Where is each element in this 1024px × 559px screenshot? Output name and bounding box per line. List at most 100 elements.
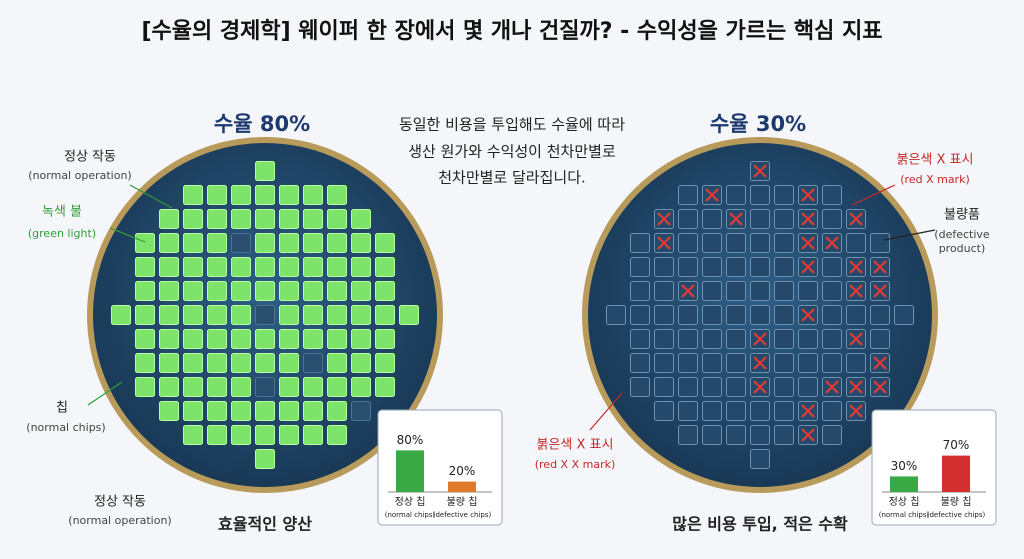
- chip: [279, 305, 299, 325]
- chip: [774, 185, 794, 205]
- chip: [678, 401, 698, 421]
- category-sub: (defective chips): [433, 511, 492, 519]
- defect-mark: [801, 404, 815, 418]
- label: 녹색 불: [42, 205, 82, 220]
- chip: [135, 281, 155, 301]
- chip: [630, 377, 650, 397]
- chip: [231, 257, 251, 277]
- chip: [207, 329, 227, 349]
- chip: [726, 425, 746, 445]
- chip: [159, 329, 179, 349]
- chip: [135, 257, 155, 277]
- chip: [303, 281, 323, 301]
- heading: 수율 80%: [214, 112, 310, 136]
- defect-mark: [753, 356, 767, 370]
- chip: [183, 425, 203, 445]
- chip: [279, 257, 299, 277]
- chip: [750, 257, 770, 277]
- chip: [678, 305, 698, 325]
- chip: [255, 449, 275, 469]
- chip: [231, 185, 251, 205]
- chip: [702, 233, 722, 253]
- mini-chart-box: [377, 409, 503, 526]
- defect-mark: [849, 404, 863, 418]
- chip: [183, 329, 203, 349]
- chip: [678, 209, 698, 229]
- chip: [279, 209, 299, 229]
- chip: [726, 377, 746, 397]
- chip: [207, 401, 227, 421]
- chip: [279, 377, 299, 397]
- defect-mark: [705, 188, 719, 202]
- chip: [255, 329, 275, 349]
- chip: [207, 185, 227, 205]
- chip: [303, 233, 323, 253]
- chip-grid: [111, 161, 914, 469]
- defect-mark: [801, 236, 815, 250]
- chip: [183, 257, 203, 277]
- chip: [678, 233, 698, 253]
- defect-mark: [849, 284, 863, 298]
- chip: [351, 209, 371, 229]
- chip: [327, 329, 347, 349]
- chip: [630, 305, 650, 325]
- chip: [750, 401, 770, 421]
- chip: [375, 233, 395, 253]
- chip: [159, 305, 179, 325]
- label-sub: product): [939, 242, 986, 255]
- chip: [279, 281, 299, 301]
- chip: [255, 161, 275, 181]
- chip: [255, 209, 275, 229]
- value-label: 30%: [891, 459, 918, 473]
- chip: [702, 377, 722, 397]
- chip: [750, 425, 770, 445]
- chip: [894, 305, 914, 325]
- chip: [822, 353, 842, 373]
- chip: [279, 233, 299, 253]
- chip: [255, 233, 275, 253]
- category-sub: (defective chips): [927, 511, 986, 519]
- defect-mark: [849, 332, 863, 346]
- chip: [303, 185, 323, 205]
- chip: [630, 353, 650, 373]
- bar: [942, 455, 970, 492]
- chip: [303, 329, 323, 349]
- chip: [822, 209, 842, 229]
- chip: [159, 353, 179, 373]
- chip: [678, 377, 698, 397]
- chip: [726, 329, 746, 349]
- chip: [822, 281, 842, 301]
- defect-mark: [849, 380, 863, 394]
- label-sub: (normal operation): [28, 169, 131, 182]
- chip: [630, 233, 650, 253]
- chip: [279, 401, 299, 421]
- callouts: [589, 184, 896, 431]
- chip: [135, 233, 155, 253]
- chip: [375, 377, 395, 397]
- chip: [678, 185, 698, 205]
- chip: [702, 281, 722, 301]
- chip: [183, 233, 203, 253]
- chip: [183, 377, 203, 397]
- bar: [890, 476, 918, 492]
- chip: [159, 257, 179, 277]
- chip: [159, 377, 179, 397]
- category-label: 불량 칩: [941, 496, 972, 508]
- chip: [303, 209, 323, 229]
- chip: [351, 281, 371, 301]
- chip: [231, 209, 251, 229]
- chip: [822, 329, 842, 349]
- label-sub: (normal operation): [68, 514, 171, 527]
- chip: [375, 353, 395, 373]
- chip: [798, 281, 818, 301]
- chip: [231, 233, 251, 253]
- chip: [111, 305, 131, 325]
- chip: [255, 425, 275, 445]
- chip: [726, 185, 746, 205]
- chip: [183, 281, 203, 301]
- defect-mark: [873, 260, 887, 274]
- chip: [654, 281, 674, 301]
- chip: [750, 449, 770, 469]
- chip: [774, 425, 794, 445]
